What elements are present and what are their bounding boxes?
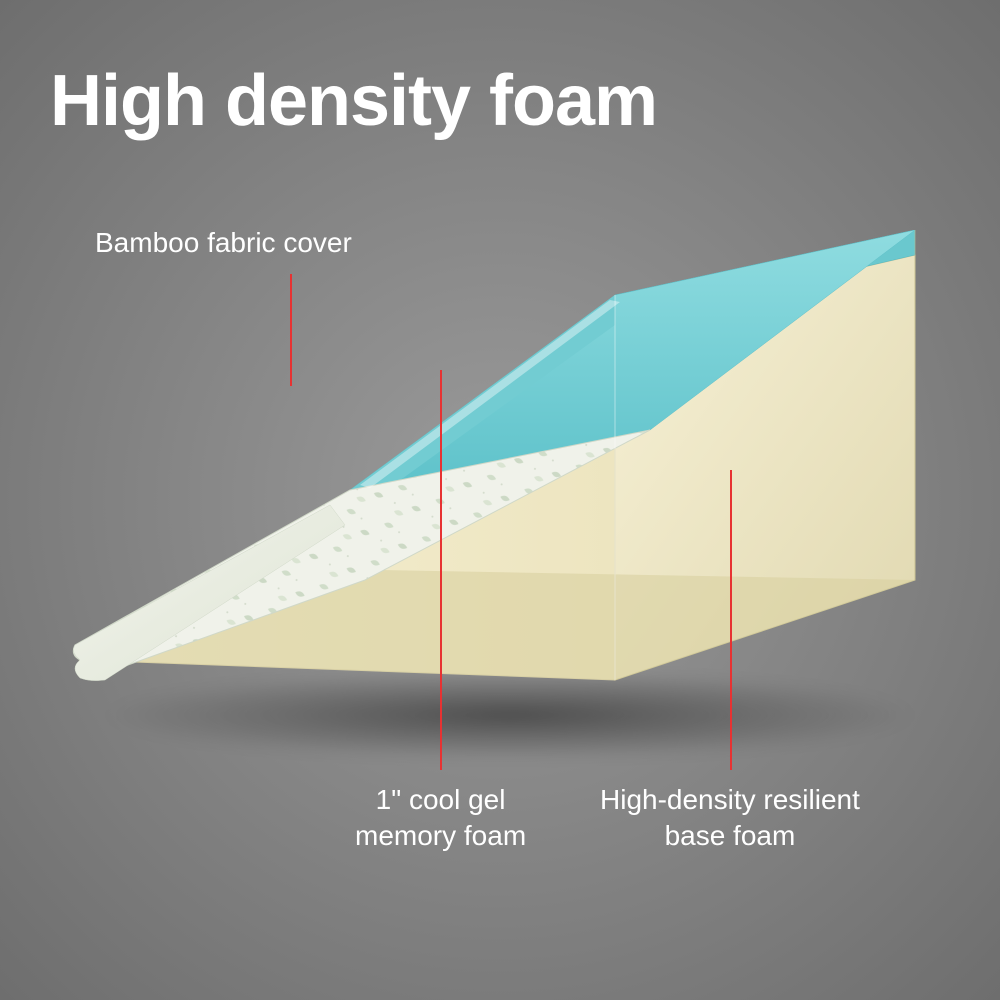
label-gel-foam: 1" cool gel memory foam bbox=[355, 782, 526, 855]
callout-line-cover bbox=[290, 274, 292, 386]
label-gel-line1: 1" cool gel bbox=[376, 784, 506, 815]
label-bamboo-cover: Bamboo fabric cover bbox=[95, 225, 352, 261]
main-title: High density foam bbox=[50, 60, 657, 142]
infographic-canvas: High density foam bbox=[0, 0, 1000, 1000]
wedge-svg bbox=[60, 230, 940, 780]
label-base-line1: High-density resilient bbox=[600, 784, 860, 815]
label-base-foam: High-density resilient base foam bbox=[600, 782, 860, 855]
label-gel-line2: memory foam bbox=[355, 820, 526, 851]
label-base-line2: base foam bbox=[665, 820, 796, 851]
callout-line-base bbox=[730, 470, 732, 770]
wedge-illustration bbox=[60, 230, 940, 780]
callout-line-gel bbox=[440, 370, 442, 770]
